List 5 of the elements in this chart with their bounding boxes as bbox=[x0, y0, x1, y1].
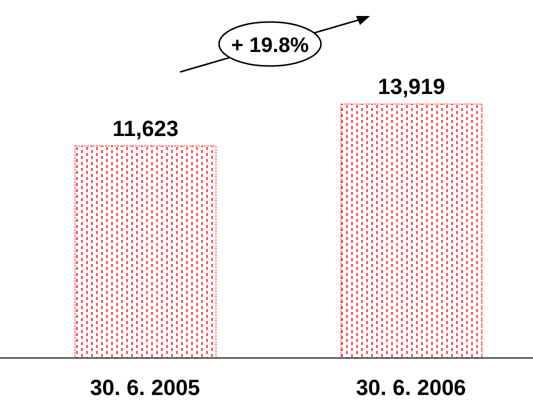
data-label: 11,623 bbox=[112, 116, 179, 141]
text: + 19.8% bbox=[231, 34, 310, 57]
x-tick-label: 30. 6. 2005 bbox=[90, 375, 200, 400]
data-label: 13,919 bbox=[378, 74, 446, 100]
x-tick-label: 30. 6. 2006 bbox=[356, 375, 466, 400]
